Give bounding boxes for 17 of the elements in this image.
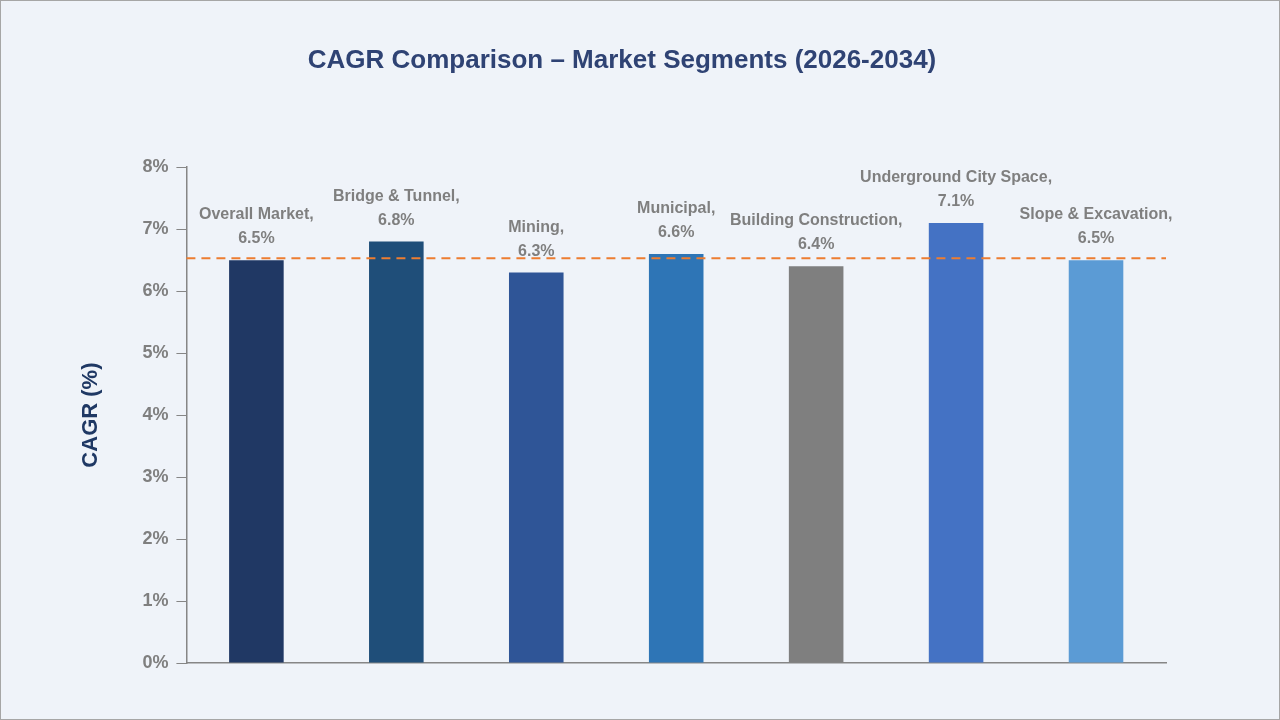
- y-tick-label: 8%: [142, 156, 169, 177]
- y-axis-title: CAGR (%): [77, 362, 103, 468]
- chart-title: CAGR Comparison – Market Segments (2026-2034): [307, 43, 937, 74]
- y-tick-label: 3%: [142, 466, 169, 487]
- y-tick-label: 6%: [142, 280, 169, 301]
- y-tick-label: 5%: [142, 342, 169, 363]
- data-label: Overall Market, 6.5%: [199, 205, 314, 247]
- y-tick-label: 0%: [142, 651, 169, 672]
- data-label: Slope & Excavation, 6.5%: [1019, 205, 1173, 247]
- y-tick-label: 4%: [142, 404, 169, 425]
- y-tick-label: 7%: [142, 218, 169, 239]
- data-label: Building Construction, 6.4%: [729, 211, 903, 253]
- data-label: Mining, 6.3%: [508, 217, 565, 259]
- data-label: Bridge & Tunnel, 6.8%: [332, 186, 460, 228]
- data-label: Municipal, 6.6%: [637, 198, 716, 240]
- y-tick-label: 1%: [142, 589, 169, 610]
- y-tick-label: 2%: [142, 528, 169, 549]
